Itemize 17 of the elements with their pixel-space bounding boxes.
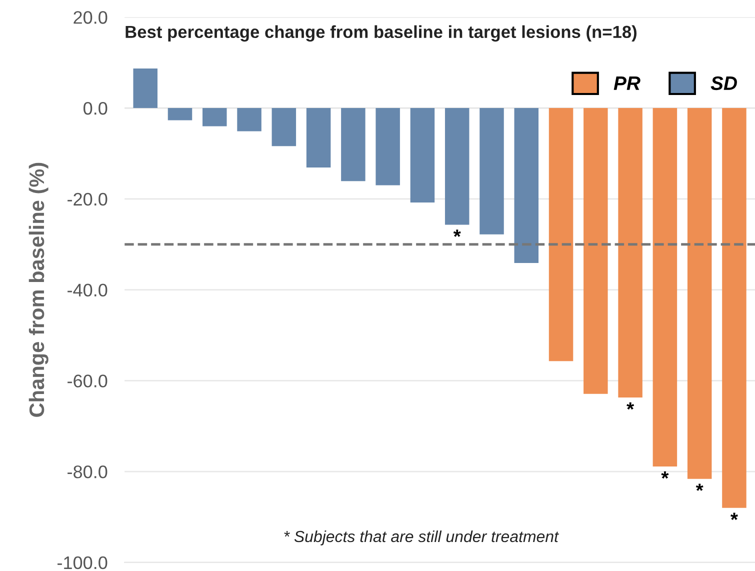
data-label: * bbox=[696, 484, 704, 491]
data-label: * bbox=[453, 230, 461, 237]
data-label: * bbox=[626, 402, 634, 410]
y-tick-label: -40.0 bbox=[68, 284, 108, 297]
y-tick-label: -20.0 bbox=[68, 192, 108, 206]
legend-label: SD bbox=[710, 76, 737, 90]
data-label: * bbox=[730, 512, 738, 520]
chart-title: Best percentage change from baseline in target lesions (n=18) bbox=[126, 25, 636, 42]
y-axis-title: Change from baseline (%) bbox=[28, 162, 48, 417]
y-tick-label: -60.0 bbox=[68, 374, 108, 388]
y-tick-label: -100.0 bbox=[58, 556, 108, 570]
y-tick-label: 20.0 bbox=[74, 11, 108, 24]
y-tick-label: -80.0 bbox=[68, 465, 108, 478]
legend-label: PR bbox=[614, 76, 640, 90]
data-label: * bbox=[661, 471, 669, 479]
annotation: * Subjects that are still under treatment bbox=[284, 530, 560, 546]
y-tick-label: 0.0 bbox=[84, 102, 108, 115]
